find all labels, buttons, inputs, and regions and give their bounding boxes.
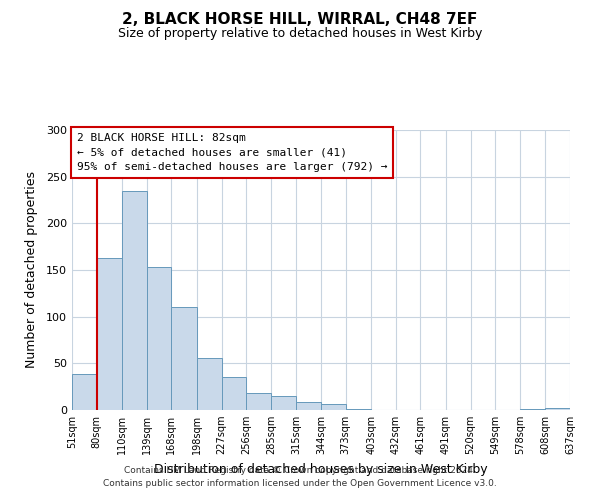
Bar: [97, 258, 122, 410]
Bar: [321, 404, 346, 410]
Bar: [122, 190, 147, 410]
Bar: [520, 409, 545, 410]
Bar: [545, 408, 570, 410]
Bar: [296, 402, 321, 410]
Bar: [271, 396, 296, 410]
Text: 2, BLACK HORSE HILL, WIRRAL, CH48 7EF: 2, BLACK HORSE HILL, WIRRAL, CH48 7EF: [122, 12, 478, 28]
Bar: [246, 393, 271, 410]
Bar: [147, 267, 172, 410]
Bar: [72, 374, 97, 410]
Text: Contains HM Land Registry data © Crown copyright and database right 2024.
Contai: Contains HM Land Registry data © Crown c…: [103, 466, 497, 487]
Bar: [346, 409, 371, 410]
Y-axis label: Number of detached properties: Number of detached properties: [25, 172, 38, 368]
Bar: [172, 308, 197, 410]
X-axis label: Distribution of detached houses by size in West Kirby: Distribution of detached houses by size …: [154, 462, 488, 475]
Bar: [221, 378, 246, 410]
Text: Size of property relative to detached houses in West Kirby: Size of property relative to detached ho…: [118, 28, 482, 40]
Text: 2 BLACK HORSE HILL: 82sqm
← 5% of detached houses are smaller (41)
95% of semi-d: 2 BLACK HORSE HILL: 82sqm ← 5% of detach…: [77, 133, 388, 172]
Bar: [197, 358, 221, 410]
